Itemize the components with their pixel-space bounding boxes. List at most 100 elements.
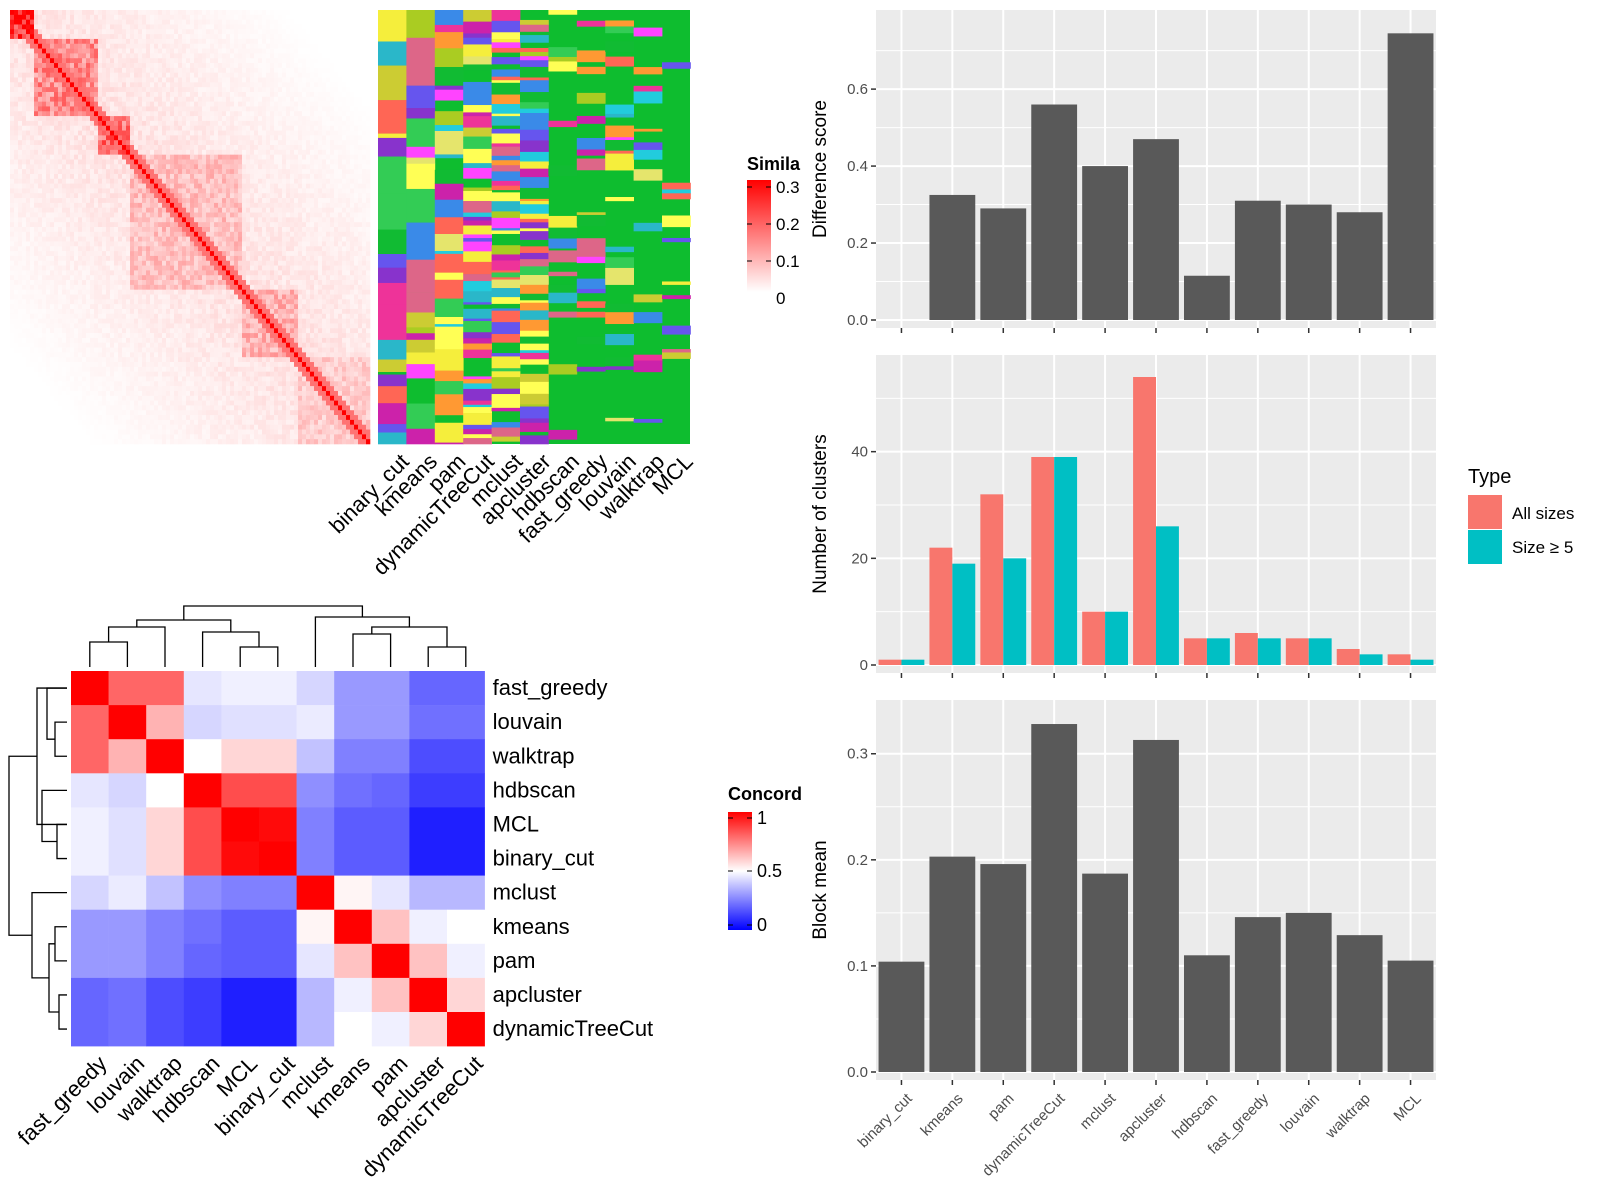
similarity-cell: [270, 19, 275, 25]
similarity-cell: [354, 43, 359, 49]
similarity-cell: [42, 96, 47, 102]
similarity-cell: [14, 198, 19, 204]
similarity-cell: [130, 29, 135, 35]
similarity-cell: [262, 91, 267, 98]
similarity-cell: [230, 207, 235, 213]
similarity-cell: [78, 130, 83, 136]
similarity-cell: [50, 116, 55, 122]
similarity-cell: [214, 135, 219, 141]
similarity-cell: [34, 255, 39, 262]
similarity-cell: [166, 183, 171, 189]
similarity-cell: [38, 251, 43, 257]
similarity-cell: [234, 241, 239, 247]
similarity-cell: [210, 169, 215, 175]
similarity-cell: [66, 231, 71, 237]
similarity-cell: [210, 154, 215, 160]
similarity-cell: [62, 111, 67, 117]
similarity-cell: [362, 227, 367, 233]
similarity-cell: [74, 135, 79, 141]
similarity-cell: [114, 236, 119, 242]
similarity-cell: [234, 251, 239, 257]
similarity-cell: [54, 231, 59, 237]
similarity-cell: [82, 255, 87, 262]
similarity-cell: [246, 43, 251, 49]
similarity-cell: [254, 48, 259, 54]
similarity-cell: [10, 125, 15, 131]
similarity-cell: [18, 217, 23, 223]
similarity-cell: [90, 207, 95, 213]
similarity-cell: [278, 212, 283, 218]
similarity-cell: [266, 72, 271, 78]
similarity-cell: [322, 154, 327, 160]
similarity-cell: [350, 246, 355, 252]
similarity-cell: [166, 58, 171, 64]
similarity-cell: [86, 202, 91, 209]
similarity-cell: [174, 149, 179, 155]
similarity-cell: [90, 19, 95, 25]
similarity-cell: [146, 53, 151, 59]
similarity-cell: [82, 48, 87, 54]
similarity-cell: [282, 212, 287, 218]
similarity-cell: [366, 193, 371, 199]
similarity-cell: [250, 149, 255, 155]
similarity-cell: [326, 130, 331, 136]
similarity-cell: [118, 188, 123, 194]
similarity-cell: [122, 53, 127, 59]
similarity-cell: [210, 202, 215, 209]
similarity-cell: [178, 87, 183, 93]
similarity-cell: [266, 149, 271, 155]
similarity-cell: [310, 135, 315, 141]
similarity-cell: [318, 135, 323, 141]
similarity-cell: [102, 241, 107, 247]
similarity-cell: [78, 135, 83, 141]
similarity-cell: [74, 106, 79, 112]
similarity-cell: [342, 154, 347, 160]
similarity-cell: [130, 251, 135, 257]
similarity-cell: [358, 178, 363, 184]
similarity-cell: [286, 67, 291, 73]
similarity-cell: [294, 246, 299, 252]
similarity-cell: [330, 159, 335, 165]
similarity-cell: [10, 91, 15, 98]
similarity-cell: [198, 270, 203, 276]
similarity-cell: [42, 87, 47, 93]
similarity-cell: [346, 130, 351, 136]
similarity-cell: [222, 111, 227, 117]
similarity-cell: [14, 48, 19, 54]
similarity-cell: [186, 154, 191, 160]
similarity-cell: [250, 255, 255, 262]
similarity-cell: [166, 212, 171, 218]
similarity-cell: [362, 183, 367, 189]
similarity-cell: [146, 265, 151, 271]
similarity-cell: [290, 19, 295, 25]
similarity-cell: [230, 43, 235, 49]
similarity-cell: [230, 222, 235, 228]
similarity-cell: [278, 77, 283, 83]
similarity-cell: [310, 255, 315, 262]
similarity-cell: [318, 236, 323, 242]
similarity-cell: [26, 202, 31, 209]
similarity-cell: [358, 130, 363, 136]
similarity-cell: [106, 91, 111, 98]
similarity-cell: [302, 241, 307, 247]
similarity-cell: [346, 149, 351, 155]
similarity-cell: [314, 255, 319, 262]
similarity-cell: [206, 241, 211, 247]
similarity-cell: [306, 24, 311, 30]
similarity-cell: [130, 275, 135, 281]
similarity-cell: [342, 48, 347, 54]
similarity-cell: [258, 120, 263, 127]
similarity-cell: [34, 222, 39, 228]
similarity-cell: [66, 212, 71, 218]
similarity-cell: [354, 255, 359, 262]
similarity-cell: [110, 135, 115, 141]
similarity-cell: [90, 231, 95, 237]
similarity-cell: [170, 212, 175, 218]
similarity-cell: [174, 236, 179, 242]
similarity-cell: [110, 29, 115, 35]
similarity-cell: [318, 77, 323, 83]
similarity-cell: [118, 260, 123, 266]
similarity-cell: [286, 207, 291, 213]
similarity-cell: [94, 145, 99, 151]
similarity-cell: [222, 207, 227, 213]
